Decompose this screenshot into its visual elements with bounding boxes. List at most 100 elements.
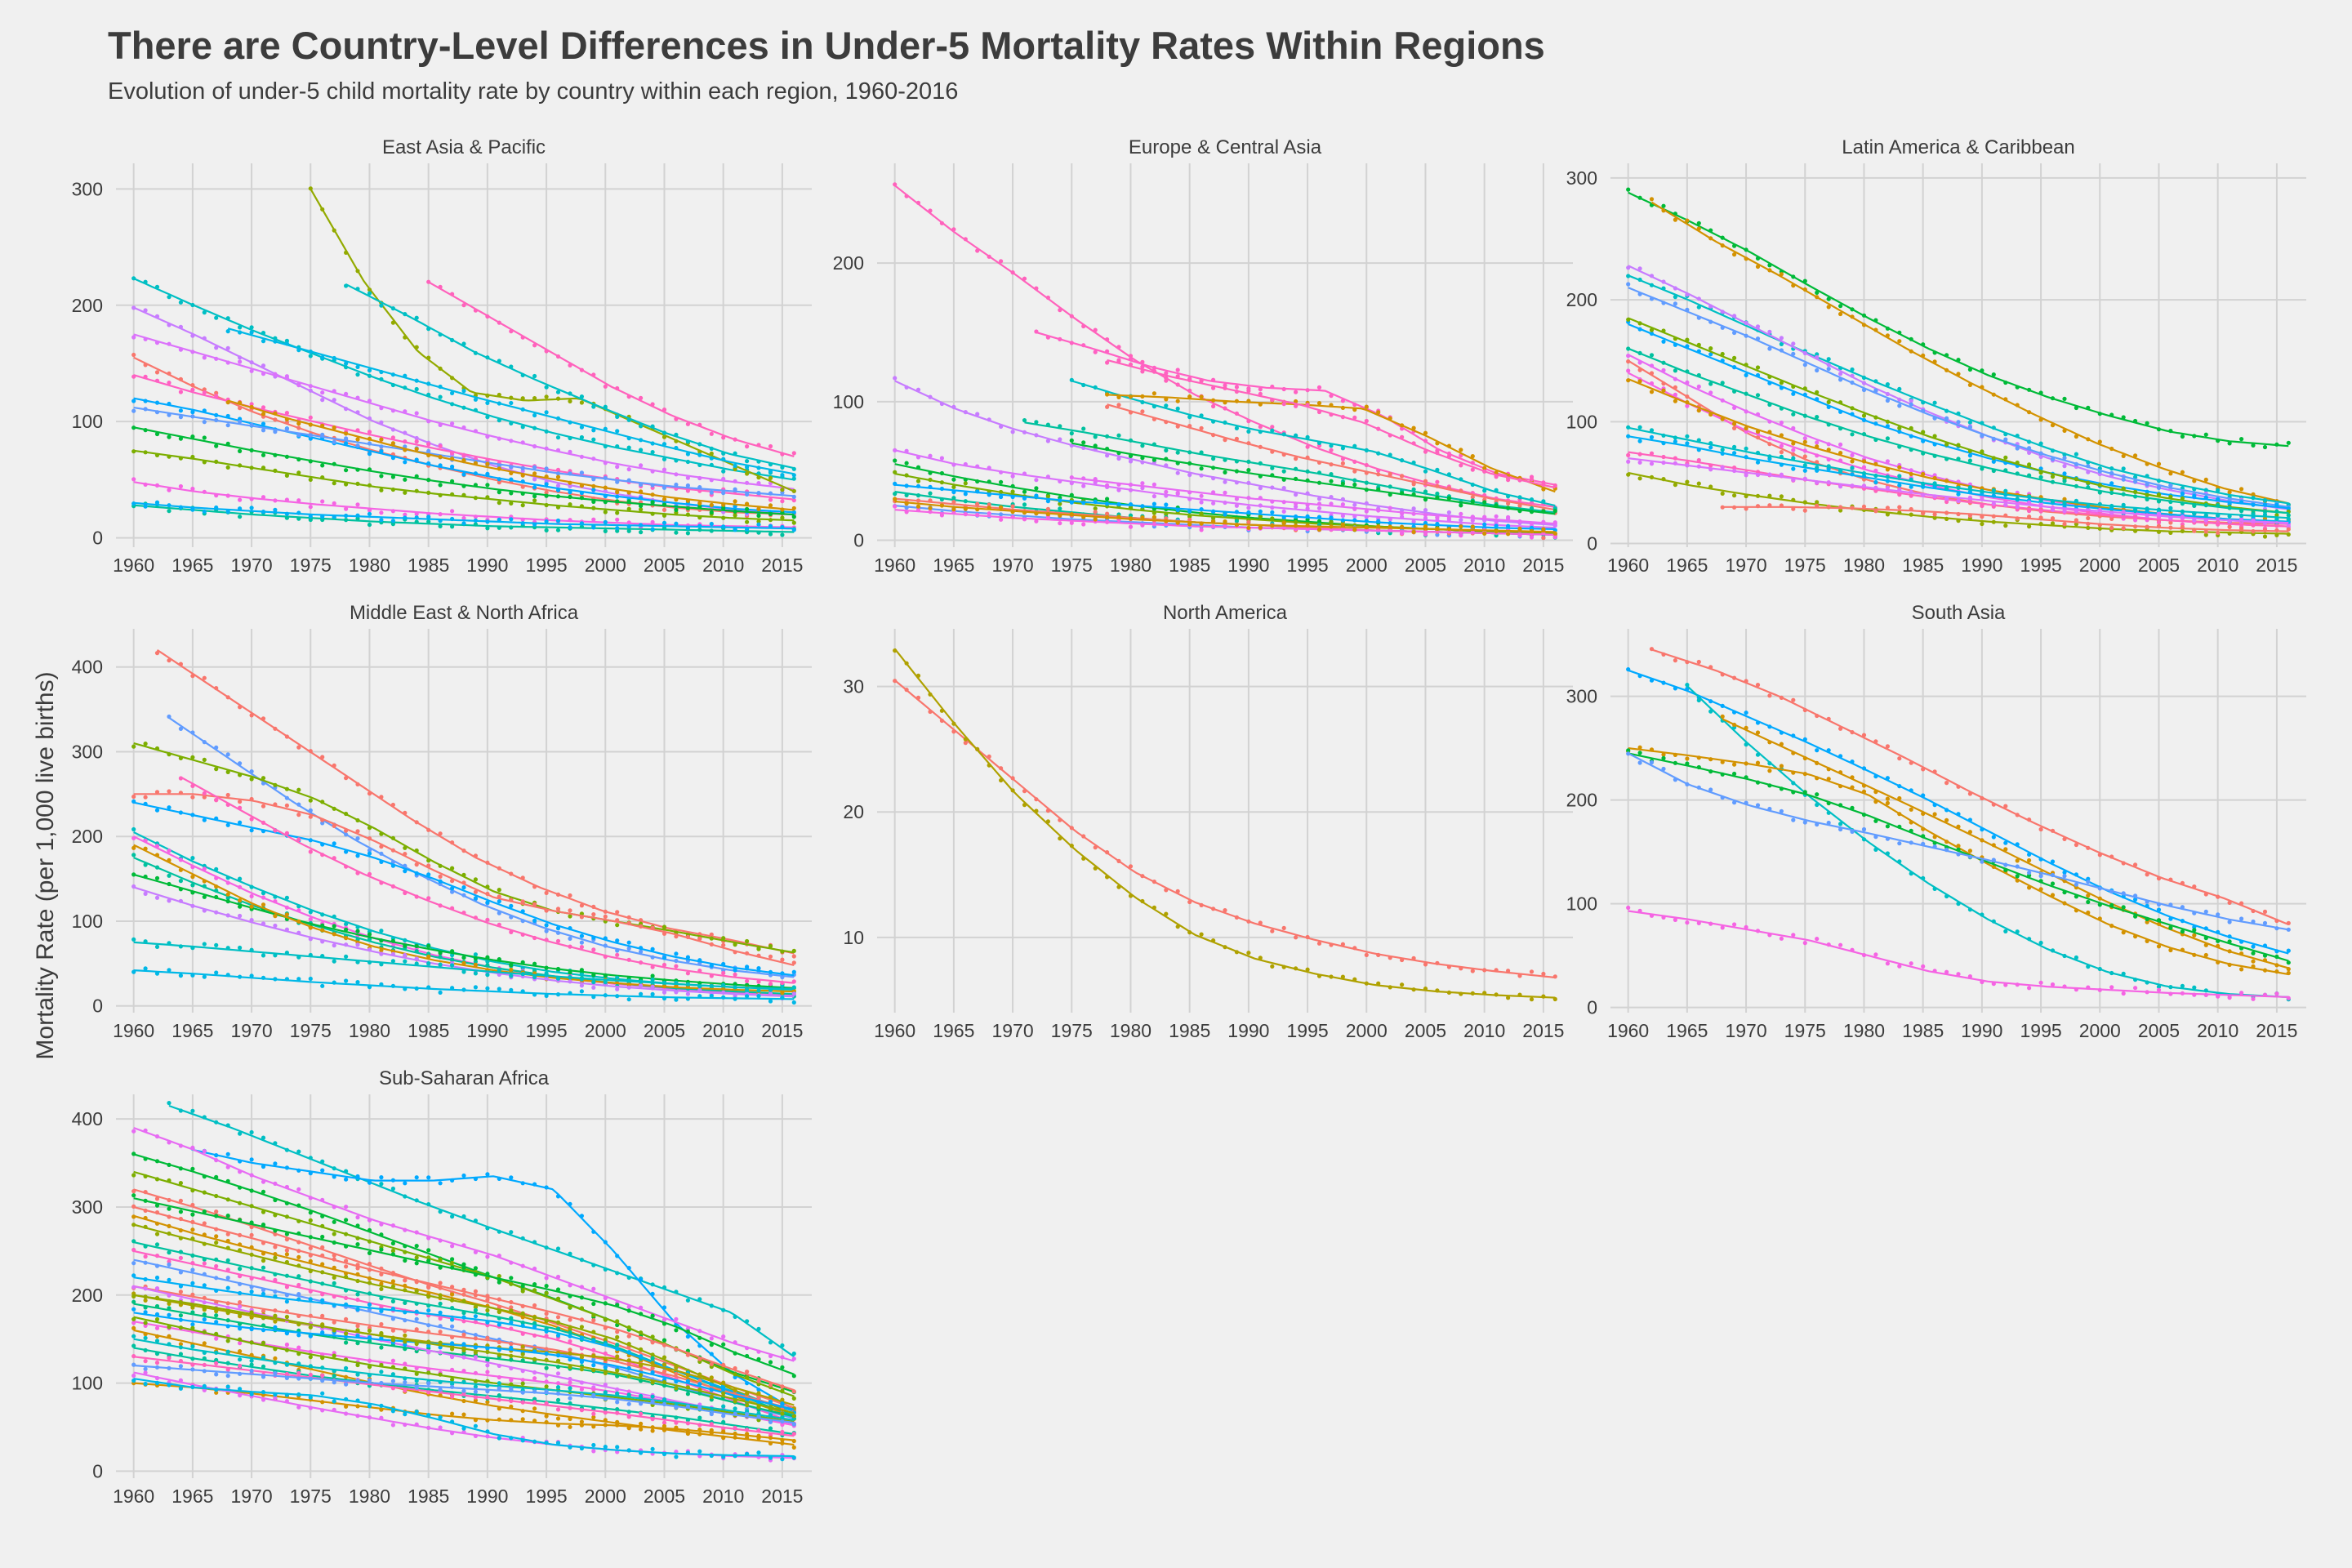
- data-point: [1991, 392, 1996, 397]
- data-point: [520, 503, 525, 508]
- data-point: [951, 227, 956, 232]
- data-point: [1673, 686, 1677, 691]
- data-point: [2074, 842, 2078, 848]
- data-point: [532, 961, 537, 966]
- data-point: [915, 455, 921, 460]
- data-point: [2286, 948, 2291, 953]
- data-point: [963, 410, 968, 415]
- data-point: [296, 1168, 301, 1173]
- data-point: [390, 938, 395, 943]
- data-point: [414, 457, 419, 462]
- data-point: [1316, 501, 1322, 506]
- series-line: [1628, 435, 2289, 523]
- data-point: [261, 412, 266, 416]
- data-point: [2216, 960, 2221, 964]
- data-point: [2145, 461, 2149, 466]
- data-point: [615, 465, 620, 470]
- data-point: [143, 482, 148, 488]
- data-point: [2074, 477, 2078, 482]
- data-point: [951, 729, 956, 734]
- data-point: [951, 477, 956, 482]
- data-point: [178, 390, 183, 394]
- data-point: [1364, 509, 1369, 514]
- data-point: [390, 435, 395, 440]
- data-point: [579, 977, 585, 982]
- data-point: [579, 915, 585, 920]
- data-point: [639, 946, 644, 951]
- data-point: [745, 519, 750, 524]
- data-point: [1720, 491, 1725, 497]
- data-point: [963, 741, 968, 746]
- data-point: [1517, 992, 1522, 997]
- data-point: [674, 997, 679, 1002]
- data-point: [1637, 760, 1642, 765]
- data-point: [154, 500, 160, 505]
- data-point: [2262, 953, 2268, 958]
- data-point: [1791, 456, 1796, 461]
- data-point: [1093, 506, 1098, 511]
- data-point: [238, 400, 243, 405]
- data-point: [261, 452, 266, 457]
- data-point: [579, 400, 585, 405]
- data-point: [603, 488, 608, 493]
- data-point: [745, 1381, 750, 1386]
- data-point: [1744, 333, 1748, 338]
- data-point: [225, 345, 230, 350]
- data-point: [1708, 412, 1713, 417]
- data-point: [915, 479, 921, 483]
- data-point: [2145, 474, 2149, 479]
- data-point: [1364, 418, 1369, 424]
- data-point: [2216, 894, 2221, 899]
- data-point: [1696, 408, 1701, 413]
- data-point: [1459, 511, 1463, 517]
- data-point: [296, 470, 301, 475]
- data-point: [1791, 351, 1796, 356]
- data-point: [190, 1188, 195, 1193]
- data-point: [485, 314, 490, 319]
- data-point: [332, 355, 336, 361]
- data-point: [780, 515, 785, 520]
- data-point: [904, 688, 909, 693]
- data-point: [461, 885, 466, 890]
- data-point: [2262, 534, 2268, 539]
- data-point: [2216, 943, 2221, 948]
- data-point: [1779, 420, 1784, 425]
- data-point: [1661, 328, 1666, 333]
- data-point: [2109, 902, 2114, 907]
- data-point: [1258, 402, 1263, 407]
- data-point: [320, 800, 325, 804]
- data-point: [1661, 208, 1666, 213]
- data-point: [190, 1227, 195, 1232]
- data-point: [674, 497, 679, 502]
- data-point: [1661, 652, 1666, 657]
- data-point: [167, 381, 172, 385]
- data-point: [1152, 391, 1156, 396]
- data-point: [2262, 968, 2268, 973]
- data-point: [2038, 515, 2043, 520]
- data-point: [143, 846, 148, 851]
- data-point: [791, 985, 796, 990]
- data-point: [154, 746, 160, 751]
- data-point: [650, 511, 655, 516]
- data-point: [1991, 514, 1996, 519]
- data-point: [1105, 453, 1110, 458]
- data-point: [685, 512, 691, 517]
- data-point: [426, 355, 431, 360]
- data-point: [1956, 492, 1961, 497]
- data-point: [1045, 439, 1050, 443]
- data-point: [568, 975, 572, 980]
- data-point: [1423, 962, 1428, 967]
- data-point: [1649, 678, 1655, 683]
- data-point: [461, 492, 466, 497]
- data-point: [332, 932, 336, 937]
- data-point: [190, 350, 195, 354]
- data-point: [2062, 836, 2067, 841]
- data-point: [1861, 387, 1867, 393]
- data-point: [2062, 953, 2067, 959]
- data-point: [1944, 510, 1949, 515]
- data-point: [780, 975, 785, 980]
- data-point: [284, 912, 289, 917]
- data-point: [2145, 872, 2149, 877]
- data-point: [1423, 987, 1428, 991]
- data-point: [721, 469, 726, 474]
